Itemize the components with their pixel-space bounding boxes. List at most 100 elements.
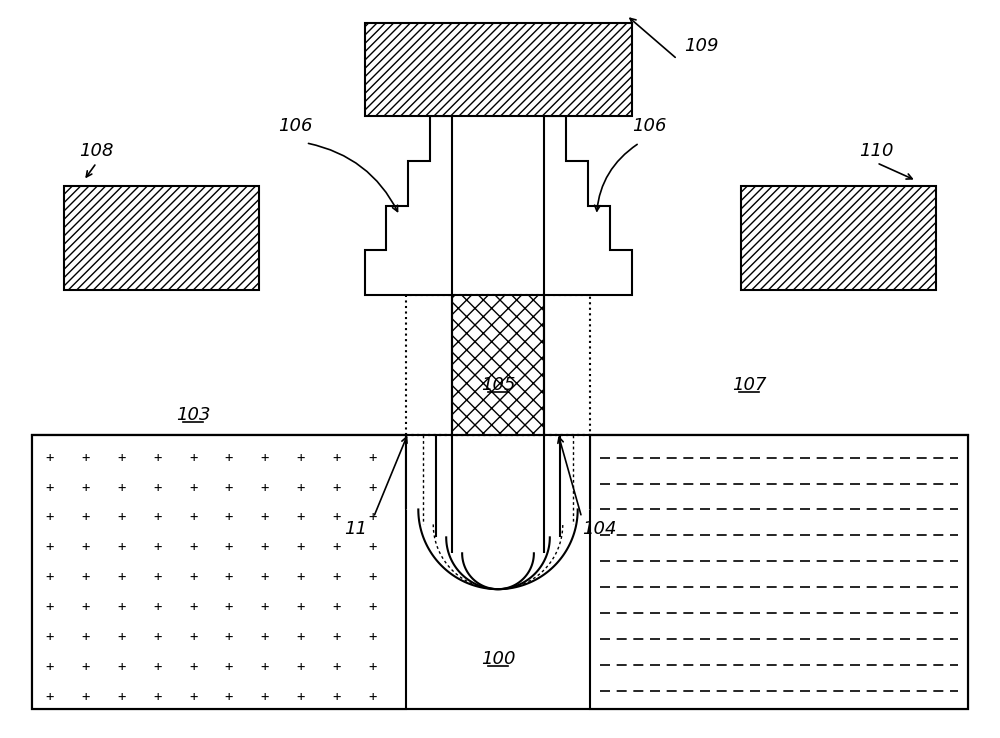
Text: +: + xyxy=(153,600,161,614)
Text: +: + xyxy=(261,540,269,554)
Text: +: + xyxy=(117,690,126,704)
Text: +: + xyxy=(189,570,197,584)
Text: +: + xyxy=(117,540,126,554)
Text: +: + xyxy=(368,451,377,465)
Text: +: + xyxy=(225,630,233,644)
Text: +: + xyxy=(117,570,126,584)
Text: +: + xyxy=(117,660,126,674)
Polygon shape xyxy=(436,435,560,589)
Text: +: + xyxy=(189,480,197,494)
Text: +: + xyxy=(297,570,305,584)
Text: +: + xyxy=(46,511,54,525)
Bar xyxy=(741,186,936,290)
Text: +: + xyxy=(81,540,90,554)
Bar xyxy=(32,435,968,708)
Text: +: + xyxy=(189,511,197,525)
Text: +: + xyxy=(46,570,54,584)
Text: +: + xyxy=(332,690,341,704)
Text: +: + xyxy=(81,600,90,614)
Bar xyxy=(64,186,259,290)
Bar xyxy=(590,435,968,708)
Text: +: + xyxy=(332,511,341,525)
Text: +: + xyxy=(332,570,341,584)
Bar xyxy=(406,295,590,435)
Text: +: + xyxy=(225,690,233,704)
Text: +: + xyxy=(46,480,54,494)
Text: +: + xyxy=(261,451,269,465)
Text: +: + xyxy=(189,451,197,465)
Text: +: + xyxy=(332,480,341,494)
Text: +: + xyxy=(225,540,233,554)
Text: +: + xyxy=(81,660,90,674)
Text: +: + xyxy=(261,600,269,614)
Polygon shape xyxy=(365,116,452,295)
Text: +: + xyxy=(81,690,90,704)
Text: 107: 107 xyxy=(732,376,766,394)
Text: +: + xyxy=(261,660,269,674)
Text: +: + xyxy=(153,690,161,704)
Bar xyxy=(452,295,544,435)
Text: 110: 110 xyxy=(859,142,894,160)
Text: +: + xyxy=(117,630,126,644)
Polygon shape xyxy=(452,435,544,589)
Text: 106: 106 xyxy=(632,117,667,135)
Polygon shape xyxy=(406,435,590,589)
Text: +: + xyxy=(297,660,305,674)
Text: +: + xyxy=(81,480,90,494)
Text: +: + xyxy=(368,511,377,525)
Text: +: + xyxy=(297,451,305,465)
Text: +: + xyxy=(225,600,233,614)
Polygon shape xyxy=(544,116,632,295)
Text: +: + xyxy=(368,660,377,674)
Text: +: + xyxy=(189,660,197,674)
Text: +: + xyxy=(153,540,161,554)
Polygon shape xyxy=(423,435,573,589)
Text: 11: 11 xyxy=(344,520,367,539)
Text: +: + xyxy=(225,451,233,465)
Text: +: + xyxy=(81,451,90,465)
Text: 109: 109 xyxy=(684,37,719,55)
Text: +: + xyxy=(153,451,161,465)
Text: +: + xyxy=(46,630,54,644)
Text: +: + xyxy=(189,690,197,704)
Text: 103: 103 xyxy=(176,406,210,424)
Text: +: + xyxy=(297,630,305,644)
Text: +: + xyxy=(261,570,269,584)
Text: +: + xyxy=(153,660,161,674)
Text: +: + xyxy=(225,511,233,525)
Text: +: + xyxy=(225,660,233,674)
Text: +: + xyxy=(225,570,233,584)
Text: +: + xyxy=(297,480,305,494)
Text: +: + xyxy=(46,451,54,465)
Text: +: + xyxy=(368,630,377,644)
Bar xyxy=(32,435,406,708)
Text: +: + xyxy=(153,511,161,525)
Text: +: + xyxy=(46,600,54,614)
Text: +: + xyxy=(332,600,341,614)
Text: +: + xyxy=(153,480,161,494)
Text: +: + xyxy=(261,630,269,644)
Text: +: + xyxy=(46,690,54,704)
Text: +: + xyxy=(368,600,377,614)
Text: +: + xyxy=(297,540,305,554)
Text: +: + xyxy=(368,540,377,554)
Text: +: + xyxy=(189,600,197,614)
Bar xyxy=(452,295,544,435)
Text: +: + xyxy=(153,630,161,644)
Bar xyxy=(32,435,968,708)
Text: +: + xyxy=(297,690,305,704)
Text: +: + xyxy=(225,480,233,494)
Text: +: + xyxy=(46,540,54,554)
Text: +: + xyxy=(153,570,161,584)
Text: +: + xyxy=(117,511,126,525)
Text: 106: 106 xyxy=(279,117,313,135)
Text: +: + xyxy=(332,451,341,465)
Text: +: + xyxy=(189,540,197,554)
Text: +: + xyxy=(46,660,54,674)
Text: +: + xyxy=(297,511,305,525)
Text: 105: 105 xyxy=(481,376,515,394)
Text: 100: 100 xyxy=(481,650,515,668)
Text: +: + xyxy=(81,630,90,644)
Bar xyxy=(32,435,406,708)
Text: 108: 108 xyxy=(79,142,114,160)
